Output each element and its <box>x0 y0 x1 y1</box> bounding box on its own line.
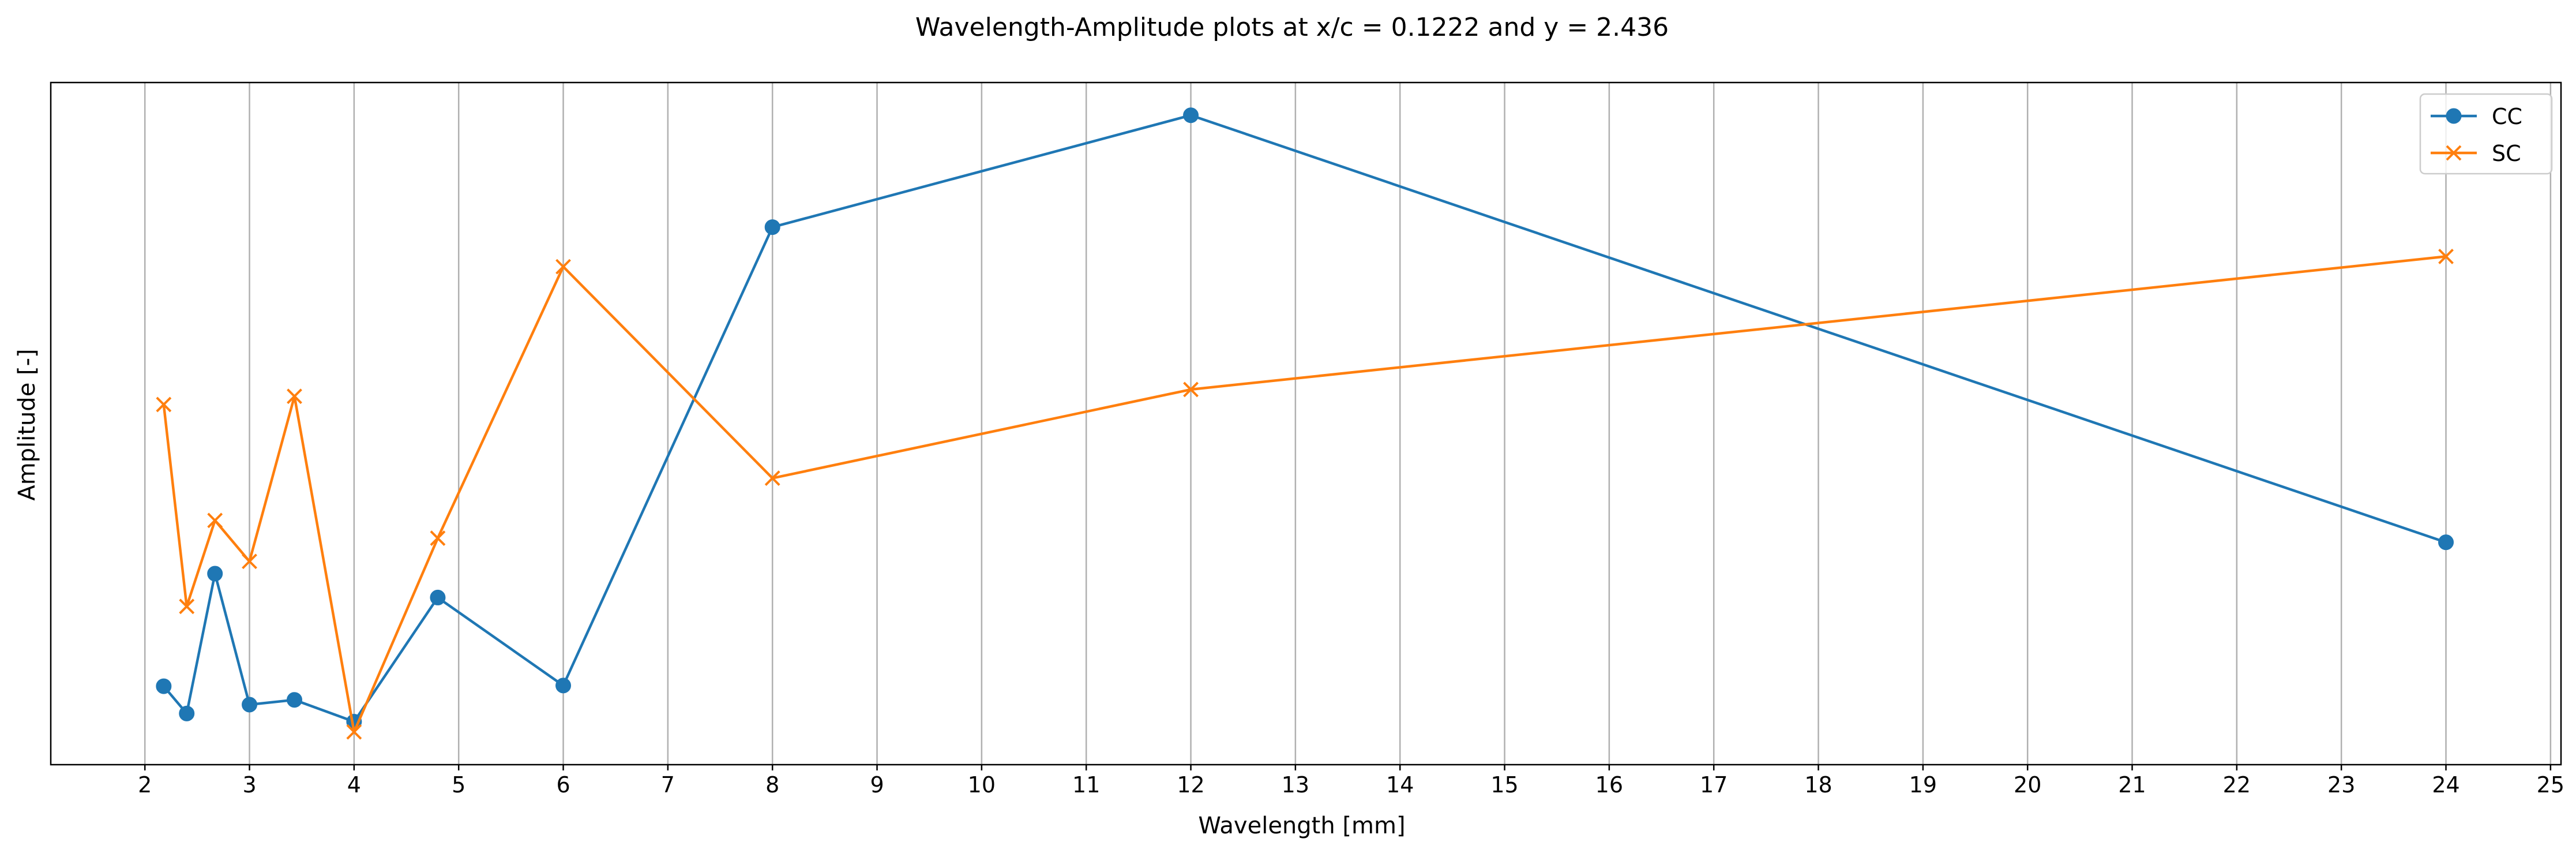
y-axis-label: Amplitude [-] <box>14 349 40 500</box>
data-point-circle <box>242 697 258 713</box>
data-point-circle <box>287 692 303 708</box>
data-point-x <box>346 724 362 740</box>
x-tick-label: 6 <box>556 772 570 798</box>
data-point-circle <box>2438 534 2454 551</box>
x-tick-label: 2 <box>138 772 152 798</box>
x-tick-label: 10 <box>968 772 996 798</box>
x-tick-label: 15 <box>1490 772 1518 798</box>
data-point-circle <box>207 566 223 582</box>
x-tick-label: 9 <box>870 772 884 798</box>
legend-entry: CC <box>2431 104 2522 129</box>
x-tick-label: 13 <box>1282 772 1309 798</box>
data-point-circle <box>764 219 780 235</box>
data-point-x <box>555 259 571 275</box>
data-point-x <box>287 388 302 405</box>
legend-label: CC <box>2492 104 2522 129</box>
legend-label: SC <box>2492 141 2521 166</box>
plot-frame <box>50 81 2562 766</box>
legend-entry: SC <box>2431 141 2521 166</box>
data-point-circle <box>179 705 195 721</box>
x-tick-label: 3 <box>242 772 256 798</box>
x-tick-label: 25 <box>2537 772 2564 798</box>
data-point-x <box>2438 248 2454 264</box>
x-tick-label: 23 <box>2327 772 2355 798</box>
series-cc <box>156 107 2454 730</box>
x-tick-label: 22 <box>2223 772 2251 798</box>
x-tick-label: 5 <box>452 772 465 798</box>
data-point-circle <box>430 589 446 605</box>
x-tick-label: 4 <box>347 772 361 798</box>
x-axis-label: Wavelength [mm] <box>1198 813 1405 839</box>
grid-lines <box>144 83 2552 765</box>
x-tick-label: 21 <box>2118 772 2146 798</box>
series-sc <box>156 248 2454 740</box>
x-tick-label: 16 <box>1595 772 1623 798</box>
data-point-circle <box>2446 108 2462 124</box>
data-point-x <box>2446 145 2462 161</box>
x-tick-label: 18 <box>1804 772 1832 798</box>
x-tick-label: 8 <box>765 772 779 798</box>
data-point-x <box>242 553 257 570</box>
legend-box <box>2419 93 2553 175</box>
x-tick-label: 12 <box>1177 772 1204 798</box>
data-point-x <box>156 396 172 413</box>
data-point-x <box>207 512 223 529</box>
legend: CC SC <box>2419 93 2553 175</box>
x-tick-label: 7 <box>661 772 675 798</box>
data-point-x <box>764 470 780 486</box>
data-point-x <box>1183 381 1199 398</box>
x-tick-label: 20 <box>2014 772 2041 798</box>
data-point-circle <box>156 678 172 694</box>
x-tick-label: 14 <box>1386 772 1414 798</box>
x-axis-ticks: 2 3 4 5 6 7 8 9 10 11 12 13 14 15 16 17 18 19 20 21 22 23 24 25 <box>138 765 2564 798</box>
x-tick-label: 24 <box>2432 772 2459 798</box>
x-tick-label: 11 <box>1072 772 1100 798</box>
x-tick-label: 17 <box>1700 772 1728 798</box>
x-tick-label: 19 <box>1909 772 1937 798</box>
data-point-x <box>179 598 195 615</box>
chart-title: Wavelength-Amplitude plots at x/c = 0.12… <box>915 13 1669 42</box>
data-point-x <box>430 530 446 546</box>
series-layer <box>156 107 2454 740</box>
data-point-circle <box>555 678 572 694</box>
data-point-circle <box>1183 107 1199 124</box>
